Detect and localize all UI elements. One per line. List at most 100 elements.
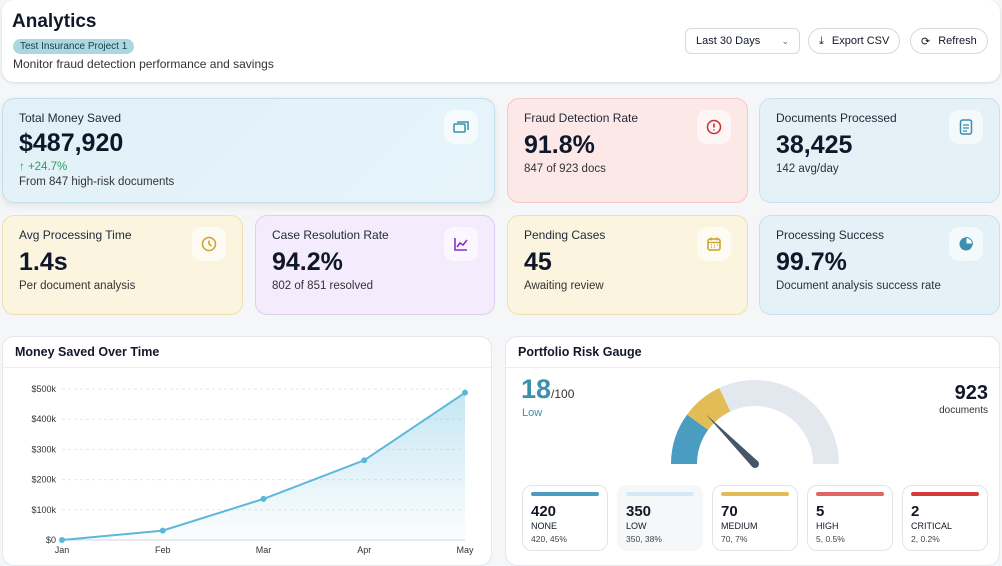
panel-title: Money Saved Over Time (3, 337, 491, 368)
y-tick-label: $400k (31, 414, 56, 424)
chart-line-icon (444, 227, 478, 261)
risk-level-name: LOW (626, 521, 647, 531)
risk-level-bar (626, 492, 694, 496)
y-tick-label: $100k (31, 505, 56, 515)
money-icon (444, 110, 478, 144)
data-point[interactable] (462, 389, 468, 396)
area-fill (62, 392, 465, 540)
risk-level-count: 70 (721, 503, 738, 520)
metric-card-pending-cases: Pending Cases 45 Awaiting review (507, 215, 748, 315)
risk-level: Low (522, 407, 543, 419)
refresh-button[interactable]: ⟳ Refresh (910, 28, 988, 54)
x-tick-label: Apr (357, 545, 371, 555)
y-tick-label: $300k (31, 444, 56, 454)
project-badge: Test Insurance Project 1 (13, 39, 135, 54)
risk-score-max: /100 (551, 387, 575, 401)
risk-level-card-none[interactable]: 420 NONE 420, 45% (522, 485, 608, 551)
risk-level-detail: 420, 45% (531, 534, 567, 544)
risk-level-card-low[interactable]: 350 LOW 350, 38% (617, 485, 703, 551)
risk-level-detail: 5, 0.5% (816, 534, 845, 544)
y-tick-label: $200k (31, 475, 56, 485)
total-documents: 923 (954, 382, 988, 404)
metric-note: 847 of 923 docs (524, 163, 606, 175)
gauge-needle (705, 414, 758, 467)
risk-level-name: MEDIUM (721, 521, 758, 531)
panel-title: Portfolio Risk Gauge (506, 337, 999, 368)
page-title: Analytics (12, 11, 97, 32)
risk-level-card-critical[interactable]: 2 CRITICAL 2, 0.2% (902, 485, 988, 551)
metric-value: 38,425 (776, 131, 853, 159)
metric-label: Total Money Saved (19, 111, 122, 125)
date-range-value: Last 30 Days (696, 35, 761, 47)
risk-level-detail: 70, 7% (721, 534, 748, 544)
pie-chart-icon (949, 227, 983, 261)
metric-label: Case Resolution Rate (272, 228, 389, 242)
export-csv-button[interactable]: ⤓ Export CSV (808, 28, 901, 54)
data-point[interactable] (59, 537, 65, 543)
risk-level-count: 2 (911, 503, 920, 520)
alert-circle-icon (697, 110, 731, 144)
metric-note: 802 of 851 resolved (272, 280, 374, 292)
risk-level-name: CRITICAL (911, 521, 953, 531)
refresh-icon: ⟳ (921, 35, 931, 48)
refresh-label: Refresh (938, 35, 977, 47)
risk-level-count: 350 (626, 503, 652, 520)
metric-card-case-resolution-rate: Case Resolution Rate 94.2% 802 of 851 re… (255, 215, 495, 315)
metric-card-fraud-detection-rate: Fraud Detection Rate 91.8% 847 of 923 do… (507, 98, 748, 203)
data-point[interactable] (260, 495, 267, 502)
risk-level-detail: 2, 0.2% (911, 534, 940, 544)
clock-icon (192, 227, 226, 261)
metric-card-total-money-saved: Total Money Saved $487,920 ↑ +24.7% From… (2, 98, 495, 203)
risk-level-bar (911, 492, 979, 496)
risk-level-card-high[interactable]: 5 HIGH 5, 0.5% (807, 485, 893, 551)
money-saved-chart: $0 $100k $200k $300k $400k $500k Jan Feb Mar Apr M… (31, 384, 474, 555)
y-tick-label: $500k (31, 384, 56, 394)
metric-value: 45 (524, 248, 552, 276)
metric-card-documents-processed: Documents Processed 38,425 142 avg/day (759, 98, 1000, 203)
risk-level-name: NONE (531, 521, 558, 531)
metric-value: 99.7% (776, 248, 847, 276)
risk-level-detail: 350, 38% (626, 534, 662, 544)
data-point[interactable] (361, 457, 368, 464)
calendar-icon (697, 227, 731, 261)
risk-level-bar (721, 492, 789, 496)
risk-score: 18/100 (521, 374, 574, 405)
document-icon (949, 110, 983, 144)
gauge-segment-none (671, 414, 709, 464)
x-tick-label: May (456, 545, 474, 555)
x-tick-label: Feb (155, 545, 171, 555)
gauge-segment-medium (687, 387, 731, 430)
total-documents-label: documents (939, 405, 988, 416)
date-range-select[interactable]: Last 30 Days ⌄ (685, 28, 800, 54)
risk-gauge (671, 380, 839, 468)
metric-label: Processing Success (776, 228, 885, 242)
metric-label: Fraud Detection Rate (524, 111, 639, 125)
metric-label: Documents Processed (776, 111, 897, 125)
download-icon: ⤓ (819, 34, 824, 47)
chevron-down-icon: ⌄ (781, 35, 789, 46)
metric-card-processing-success: Processing Success 99.7% Document analys… (759, 215, 1000, 315)
data-point[interactable] (159, 527, 166, 534)
risk-level-bar (531, 492, 599, 496)
metric-note: 142 avg/day (776, 163, 839, 175)
risk-level-card-medium[interactable]: 70 MEDIUM 70, 7% (712, 485, 798, 551)
x-tick-label: Jan (55, 545, 70, 555)
metric-note: From 847 high-risk documents (19, 176, 175, 188)
metric-note: Per document analysis (19, 280, 136, 292)
trend-indicator: ↑ +24.7% (19, 161, 68, 173)
export-label: Export CSV (831, 35, 890, 47)
risk-level-count: 420 (531, 503, 557, 520)
risk-level-count: 5 (816, 503, 825, 520)
metric-value: 91.8% (524, 131, 595, 159)
risk-score-value: 18 (521, 374, 552, 404)
metric-value: 94.2% (272, 248, 343, 276)
metric-value: $487,920 (19, 129, 124, 157)
gauge-needle-hub (751, 460, 759, 468)
metric-note: Document analysis success rate (776, 280, 941, 292)
risk-level-bar (816, 492, 884, 496)
y-tick-label: $0 (46, 535, 56, 545)
page-subtitle: Monitor fraud detection performance and … (13, 57, 274, 71)
metric-label: Avg Processing Time (19, 228, 132, 242)
metric-value: 1.4s (19, 248, 68, 276)
metric-label: Pending Cases (524, 228, 606, 242)
